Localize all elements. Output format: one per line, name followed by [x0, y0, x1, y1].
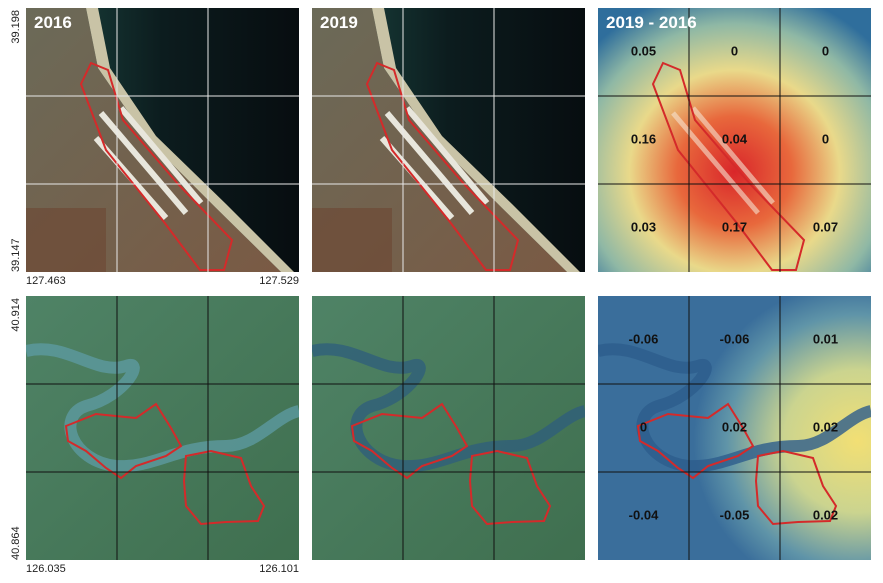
map-panel	[312, 296, 585, 560]
imagery	[598, 8, 871, 272]
study-area	[79, 61, 234, 271]
latitude-label: 39.147	[10, 238, 22, 272]
cell-value: 0.02	[813, 507, 838, 522]
latitude-label: 40.914	[10, 298, 22, 332]
river	[598, 343, 871, 473]
panel-title: 2016	[34, 13, 72, 32]
longitude-label: 127.463	[26, 275, 66, 287]
cell-value: 0.07	[813, 219, 838, 234]
river	[26, 343, 299, 473]
study-area	[468, 449, 552, 526]
cell-value: 0.05	[631, 43, 656, 58]
study-area	[636, 402, 755, 480]
study-area	[651, 61, 806, 271]
cell-value: -0.06	[720, 331, 750, 346]
longitude-label: 126.035	[26, 563, 66, 575]
cell-value: -0.06	[629, 331, 659, 346]
terrain	[312, 208, 392, 272]
cell-value: 0	[822, 131, 829, 146]
panel-title: 2019	[320, 13, 358, 32]
cell-value: 0	[731, 43, 738, 58]
terrain	[26, 208, 106, 272]
latitude-label: 39.198	[10, 10, 22, 44]
imagery	[598, 296, 871, 560]
study-area	[64, 402, 183, 480]
latitude-label: 40.864	[10, 526, 22, 560]
map-panel: 2019	[312, 8, 585, 272]
longitude-label: 127.529	[259, 275, 299, 287]
study-area	[350, 402, 469, 480]
longitude-label: 126.101	[259, 563, 299, 575]
map-panel: 2019 - 2016 0.05 0 0 0.16 0.04 0 0.03 0.17 0.07	[598, 8, 871, 272]
runway	[671, 106, 775, 215]
cell-value: 0.02	[813, 419, 838, 434]
cell-value: 0.03	[631, 219, 656, 234]
imagery	[26, 8, 299, 272]
river	[312, 343, 585, 473]
cell-value: 0	[822, 43, 829, 58]
cell-value: 0.01	[813, 331, 838, 346]
land	[312, 8, 567, 272]
cell-value: 0	[640, 419, 647, 434]
sea	[598, 8, 871, 272]
cell-value: -0.05	[720, 507, 750, 522]
cell-value: 0.04	[722, 131, 748, 146]
cell-value: 0.02	[722, 419, 747, 434]
panel-title: 2019 - 2016	[606, 13, 697, 32]
map-panel: -0.06 -0.06 0.01 0 0.02 0.02 -0.04 -0.05 0.02	[598, 296, 871, 560]
map-panel: 2016	[26, 8, 299, 272]
imagery	[312, 8, 585, 272]
cell-value: 0.16	[631, 131, 656, 146]
cell-value: 0.17	[722, 219, 747, 234]
imagery	[312, 296, 585, 560]
land	[26, 8, 281, 272]
map-panel	[26, 296, 299, 560]
cell-value: -0.04	[629, 507, 659, 522]
study-area	[182, 449, 266, 526]
imagery	[26, 296, 299, 560]
study-area	[365, 61, 520, 271]
study-area	[754, 449, 838, 526]
